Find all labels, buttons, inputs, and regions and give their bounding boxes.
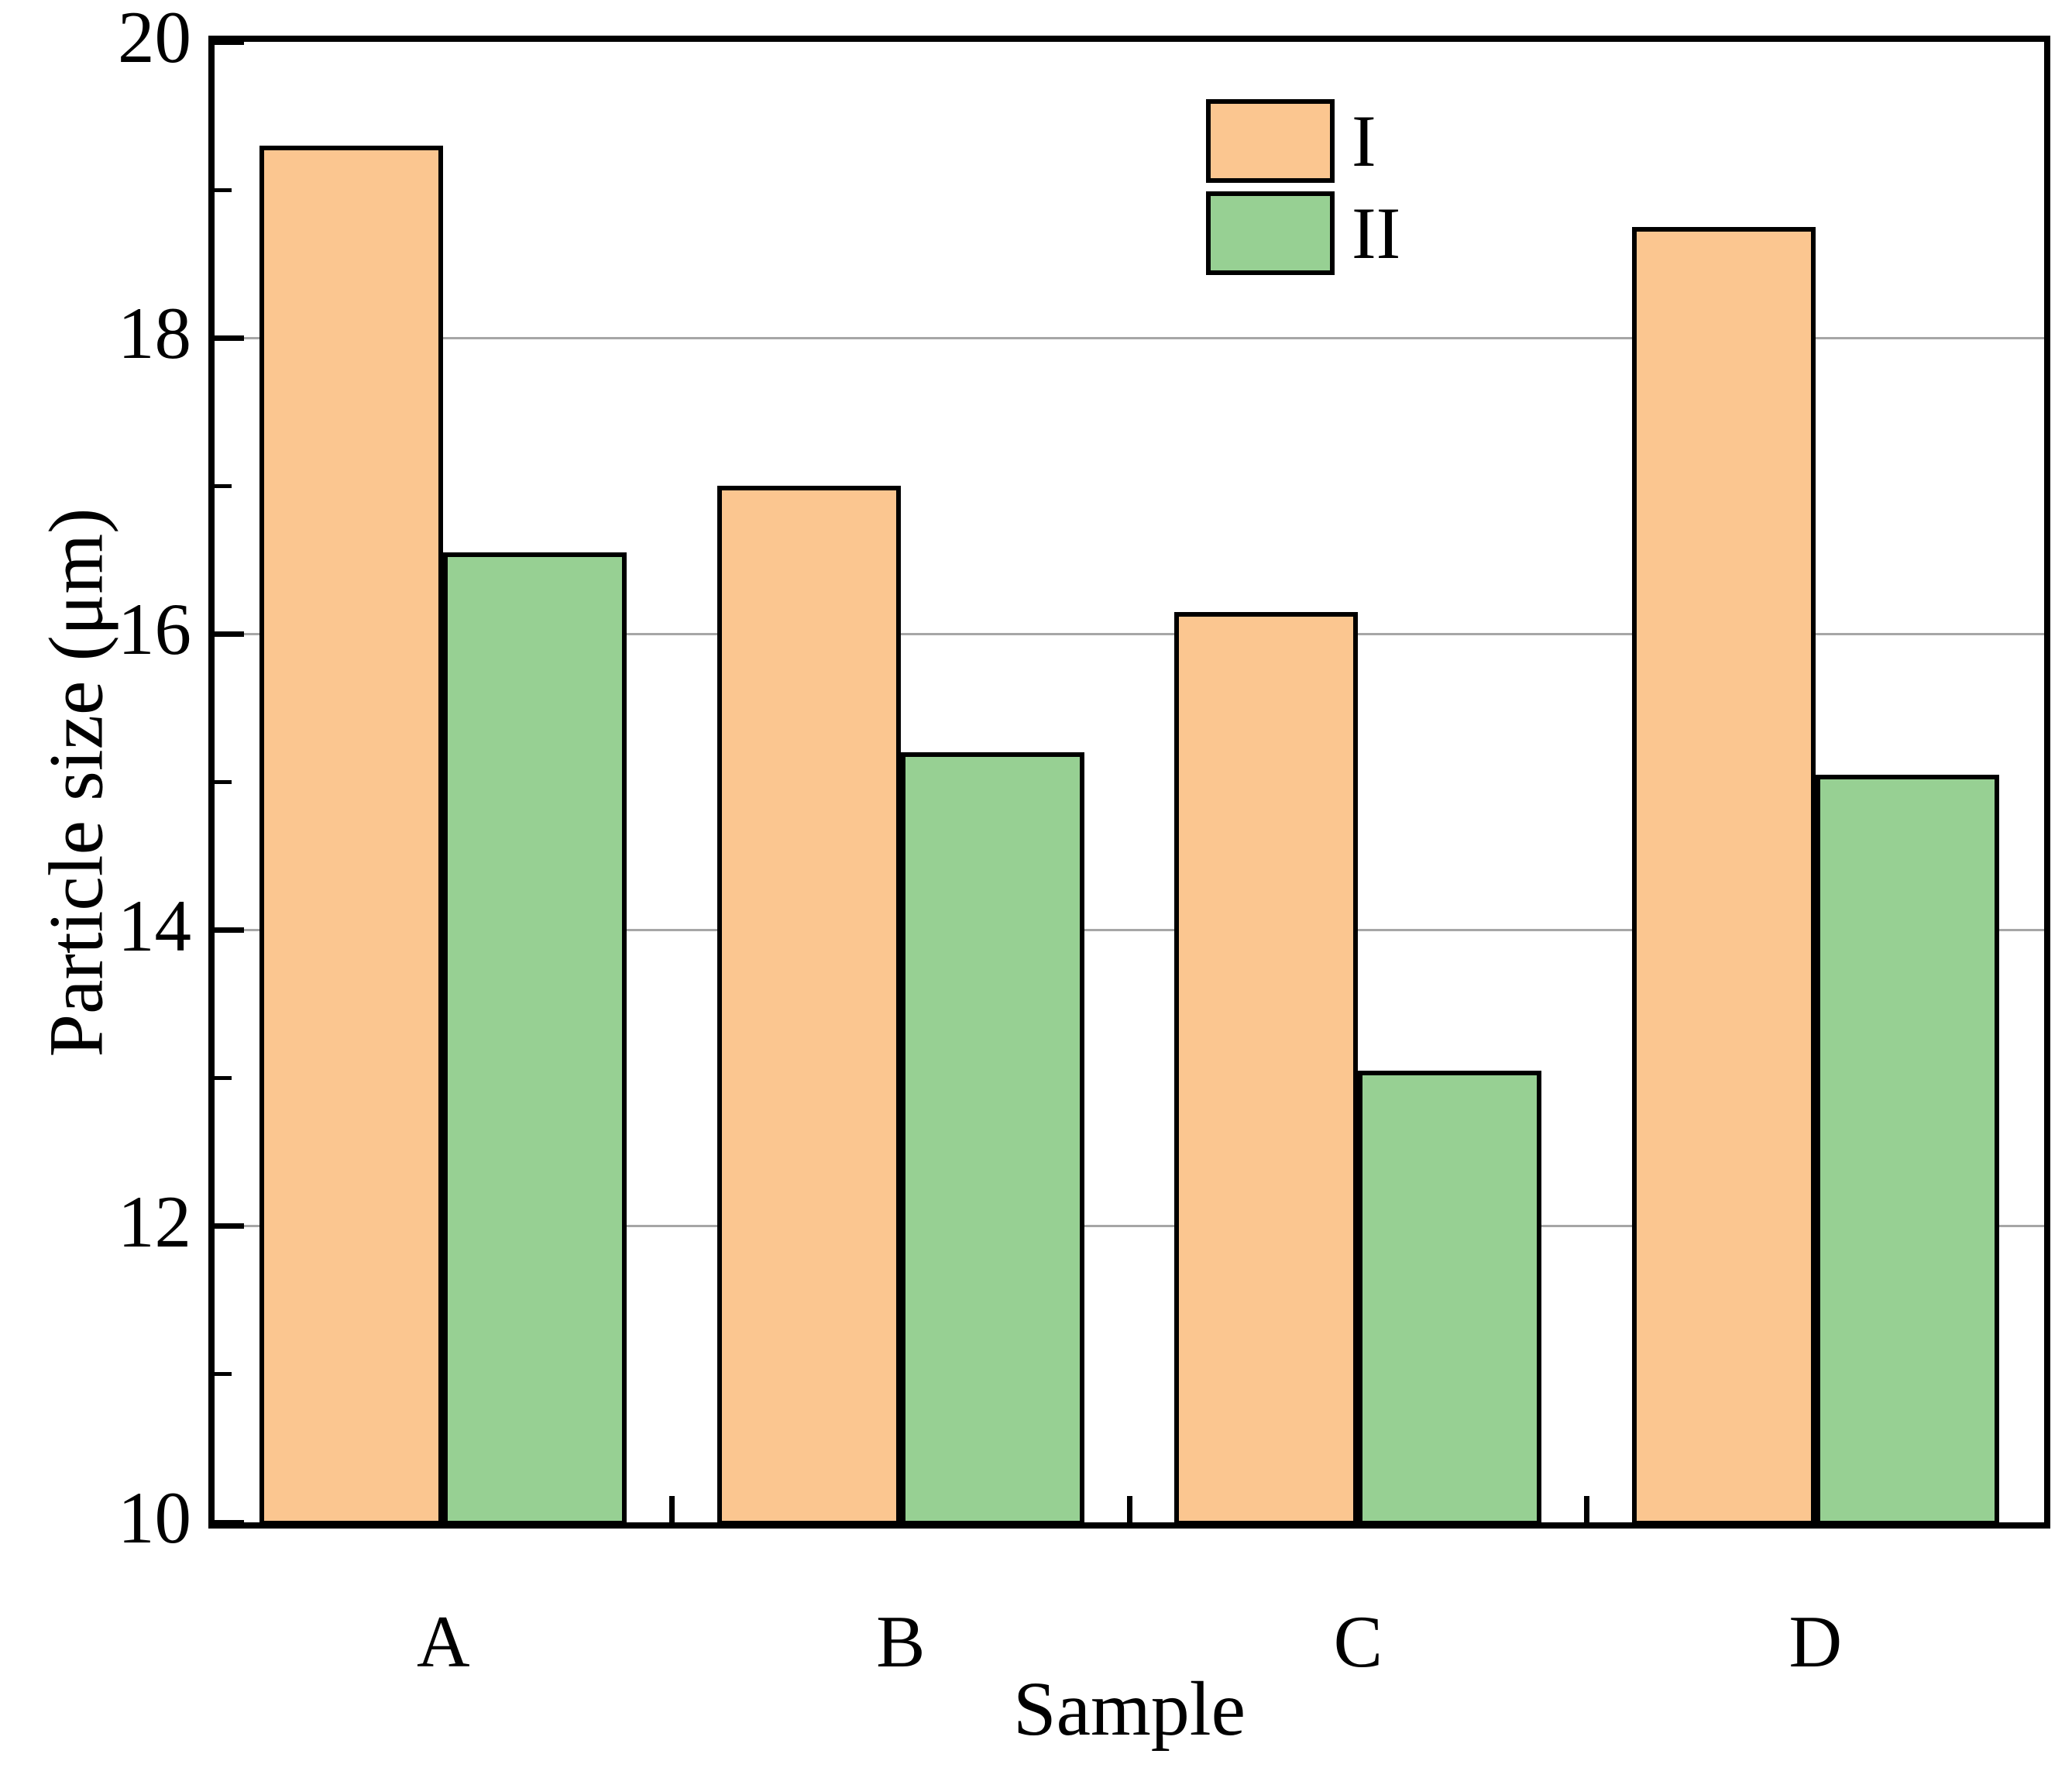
x-tick-label-A: A (416, 1601, 470, 1683)
x-tick-label-C: C (1333, 1601, 1383, 1683)
x-tick-label-D: D (1789, 1601, 1843, 1683)
legend-label-series-1: I (1352, 99, 1376, 182)
y-major-tick-18 (215, 335, 244, 341)
y-tick-label-18: 18 (118, 292, 191, 375)
x-axis-title: Sample (1013, 1666, 1246, 1752)
bar-B-I (716, 486, 901, 1525)
x-tick-1 (669, 1496, 675, 1522)
bar-D-II (1815, 774, 1999, 1525)
bar-B-II (900, 752, 1084, 1525)
y-tick-label-20: 20 (118, 0, 191, 78)
gridline-y-16 (215, 632, 2044, 635)
y-major-tick-16 (215, 631, 244, 637)
legend-item-series-1: I (1206, 99, 1400, 183)
y-tick-label-14: 14 (118, 884, 191, 967)
gridline-y-12 (215, 1225, 2044, 1228)
y-minor-tick-11 (215, 1372, 232, 1377)
y-major-tick-20 (215, 39, 244, 45)
x-tick-label-B: B (876, 1601, 926, 1683)
y-major-tick-14 (215, 927, 244, 934)
legend: I II (1206, 99, 1400, 284)
bar-A-II (443, 552, 627, 1525)
bar-C-II (1358, 1071, 1542, 1525)
legend-swatch-series-2 (1206, 191, 1335, 275)
legend-label-series-2: II (1352, 191, 1401, 274)
y-major-tick-10 (215, 1519, 244, 1525)
bar-C-I (1174, 611, 1359, 1525)
y-minor-tick-13 (215, 1076, 232, 1081)
gridline-y-14 (215, 929, 2044, 932)
bar-D-I (1631, 226, 1816, 1525)
bar-A-I (259, 145, 444, 1525)
y-axis-title: Particle size (μm) (14, 42, 138, 1522)
y-axis-title-text: Particle size (μm) (33, 507, 119, 1057)
y-minor-tick-17 (215, 483, 232, 488)
y-major-tick-12 (215, 1223, 244, 1229)
x-tick-3 (1584, 1496, 1589, 1522)
gridline-y-18 (215, 336, 2044, 339)
y-minor-tick-15 (215, 780, 232, 784)
legend-swatch-series-1 (1206, 99, 1335, 183)
x-tick-2 (1126, 1496, 1132, 1522)
y-tick-label-12: 12 (118, 1180, 191, 1263)
y-minor-tick-19 (215, 187, 232, 192)
legend-item-series-2: II (1206, 191, 1400, 275)
y-tick-label-10: 10 (118, 1477, 191, 1559)
y-tick-label-16: 16 (118, 588, 191, 671)
